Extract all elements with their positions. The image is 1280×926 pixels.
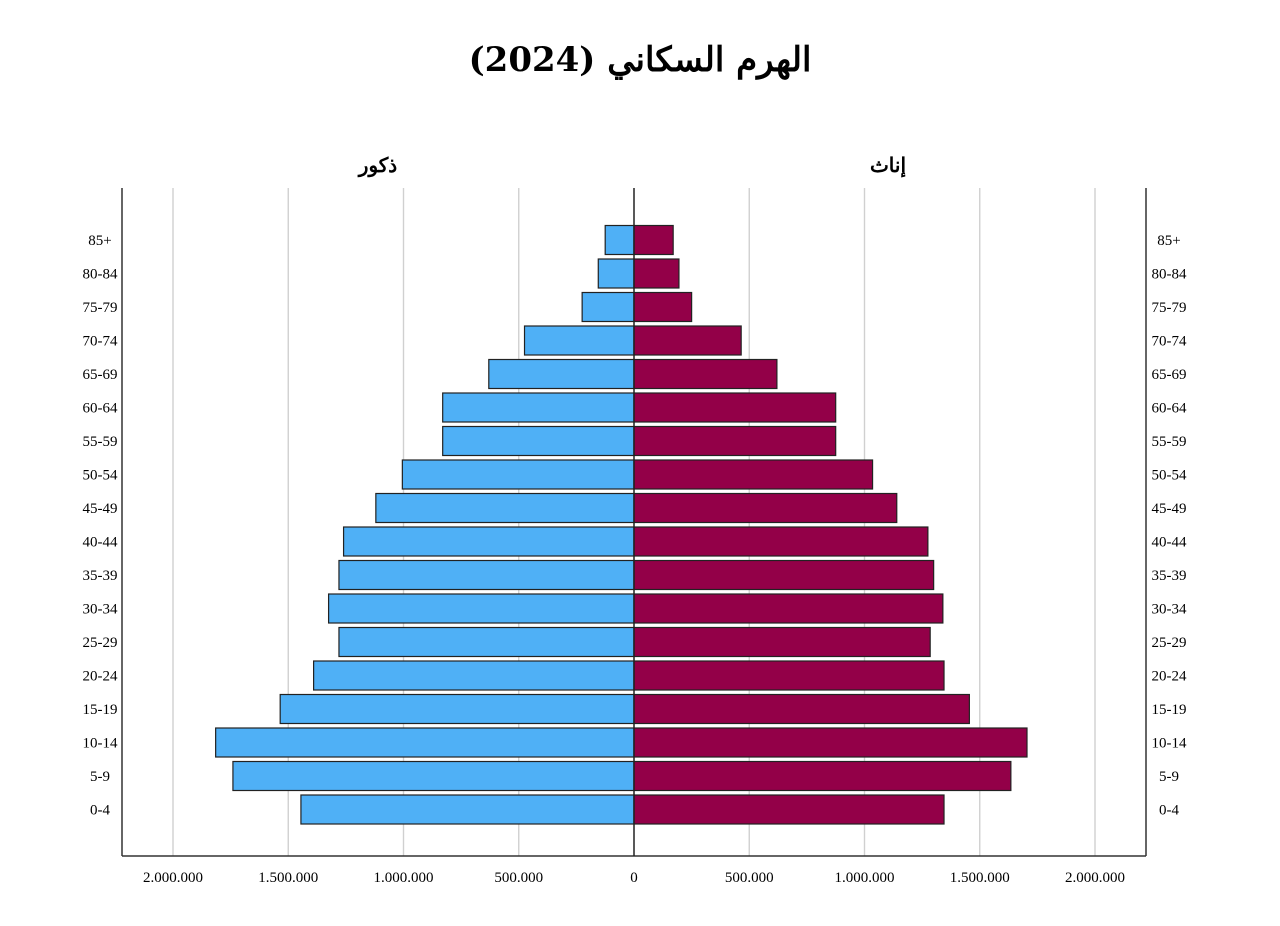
age-label-right: 40-44 [1152,535,1187,551]
x-tick-label: 2.000.000 [143,870,203,886]
female-side-label: إناث [870,153,906,178]
male-bar-70-74 [523,325,635,356]
tick-labels: 85+ 85+ 80-84 80-84 75-79 75-79 70-74 70-74 65-6… [83,233,1187,886]
age-label-left: 80-84 [83,267,118,283]
age-label-left: 30-34 [83,602,118,618]
bars [215,224,1028,825]
male-bar-60-64 [442,392,635,423]
age-label-right: 55-59 [1152,434,1187,450]
age-label-left: 0-4 [90,803,110,819]
age-label-left: 35-39 [83,568,118,584]
male-bar-30-34 [327,593,635,624]
age-label-right: 65-69 [1152,367,1187,383]
female-bar-70-74 [633,325,742,356]
female-bar-65-69 [633,358,778,390]
male-bar-35-39 [338,559,635,591]
male-bar-20-24 [313,660,635,691]
age-label-right: 80-84 [1152,267,1187,283]
male-bar-50-54 [401,459,635,490]
female-bar-5-9 [633,760,1012,792]
x-tick-label: 2.000.000 [1065,870,1125,886]
male-bar-15-19 [279,693,635,725]
male-bar-25-29 [338,626,635,658]
female-bar-55-59 [633,425,837,457]
female-bar-35-39 [633,559,935,591]
age-label-left: 55-59 [83,434,118,450]
age-label-right: 85+ [1157,233,1180,249]
male-bar-80-84 [597,258,635,289]
male-bar-85+ [604,224,635,256]
male-side-label: ذكور [357,153,398,178]
age-label-left: 50-54 [83,468,118,484]
male-bar-65-69 [488,358,635,390]
female-bar-0-4 [633,794,945,825]
male-bar-55-59 [442,425,635,457]
age-label-left: 40-44 [83,535,118,551]
female-bar-40-44 [633,526,929,557]
male-bar-5-9 [232,760,635,792]
age-label-right: 15-19 [1152,702,1187,718]
age-label-right: 75-79 [1152,300,1187,316]
female-bar-15-19 [633,693,970,725]
male-bar-75-79 [581,291,635,323]
age-label-right: 5-9 [1159,769,1179,785]
axes [121,188,1147,857]
male-bar-45-49 [375,492,635,524]
female-bar-50-54 [633,459,874,490]
female-bar-10-14 [633,727,1028,758]
age-label-right: 20-24 [1152,669,1187,685]
x-tick-label: 0 [630,870,638,886]
age-label-left: 5-9 [90,769,110,785]
age-label-right: 30-34 [1152,602,1187,618]
age-label-right: 50-54 [1152,468,1187,484]
female-bar-85+ [633,224,674,256]
age-label-left: 10-14 [83,736,118,752]
age-label-left: 70-74 [83,334,118,350]
age-label-right: 0-4 [1159,803,1179,819]
age-label-right: 35-39 [1152,568,1187,584]
female-bar-60-64 [633,392,837,423]
age-label-left: 15-19 [83,702,118,718]
x-tick-label: 1.000.000 [835,870,895,886]
x-tick-label: 500.000 [494,870,543,886]
age-label-left: 45-49 [83,501,118,517]
age-label-left: 20-24 [83,669,118,685]
female-bar-45-49 [633,492,898,524]
male-bar-10-14 [215,727,635,758]
x-tick-label: 500.000 [725,870,774,886]
age-label-right: 45-49 [1152,501,1187,517]
x-tick-label: 1.500.000 [258,870,318,886]
age-label-left: 25-29 [83,635,118,651]
x-tick-label: 1.500.000 [950,870,1010,886]
age-label-left: 60-64 [83,401,118,417]
female-bar-80-84 [633,258,680,289]
age-label-left: 65-69 [83,367,118,383]
age-label-right: 10-14 [1152,736,1187,752]
age-label-left: 85+ [88,233,111,249]
x-tick-label: 1.000.000 [374,870,434,886]
chart-title: الهرم السكاني (2024) [468,40,812,80]
age-label-right: 70-74 [1152,334,1187,350]
female-bar-30-34 [633,593,944,624]
male-bar-40-44 [342,526,635,557]
female-bar-75-79 [633,291,693,323]
age-label-right: 60-64 [1152,401,1187,417]
age-label-left: 75-79 [83,300,118,316]
female-bar-20-24 [633,660,945,691]
age-label-right: 25-29 [1152,635,1187,651]
male-bar-0-4 [300,794,635,825]
female-bar-25-29 [633,626,931,658]
